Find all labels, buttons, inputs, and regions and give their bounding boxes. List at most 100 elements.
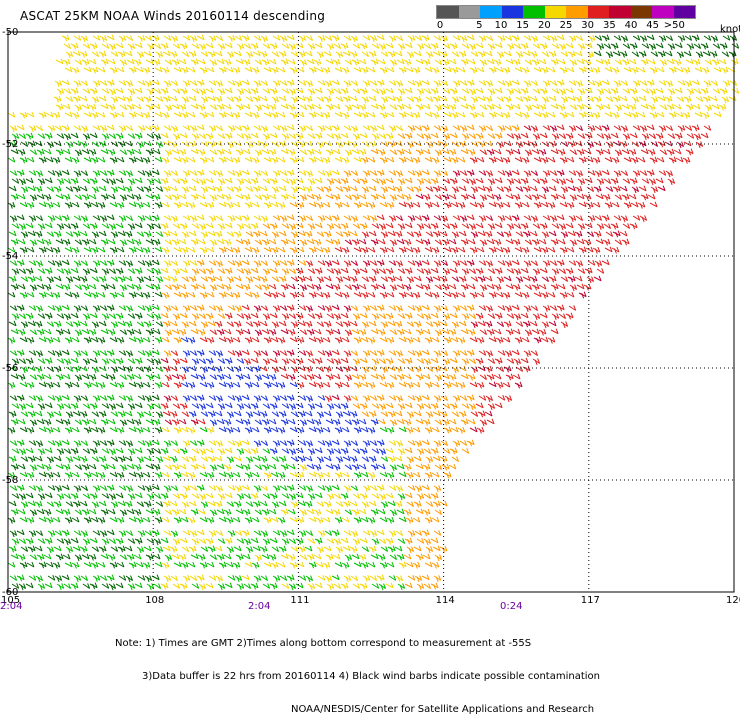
wind-barb <box>615 195 622 200</box>
wind-barb <box>102 538 109 545</box>
wind-barb <box>486 351 493 358</box>
wind-barb <box>405 493 412 498</box>
wind-barb <box>388 411 395 418</box>
wind-barb <box>224 464 231 471</box>
wind-barb <box>244 179 251 184</box>
wind-barb <box>342 247 349 254</box>
wind-barb <box>235 440 242 447</box>
wind-barb <box>363 80 370 87</box>
wind-barb <box>46 337 53 344</box>
wind-barb <box>260 231 267 236</box>
wind-barb <box>236 239 243 244</box>
wind-barb <box>343 276 350 281</box>
wind-barb <box>145 80 152 87</box>
wind-barb <box>414 186 421 193</box>
wind-barb <box>461 374 468 379</box>
wind-barb <box>236 554 243 561</box>
wind-barb <box>575 276 582 281</box>
wind-barb <box>597 88 604 95</box>
wind-barb <box>182 502 189 509</box>
wind-barb <box>8 562 15 567</box>
wind-barb <box>101 419 108 426</box>
wind-barb <box>226 247 233 252</box>
wind-barb <box>190 170 197 175</box>
wind-barb <box>200 562 207 569</box>
wind-barb <box>693 59 700 66</box>
wind-barb <box>397 284 404 289</box>
wind-barb <box>20 562 27 569</box>
wind-barb <box>199 494 206 501</box>
wind-barb <box>666 81 673 88</box>
wind-barb <box>116 583 123 588</box>
wind-barb <box>181 382 188 387</box>
wind-barb <box>281 509 288 515</box>
wind-barb <box>92 412 99 417</box>
wind-barb <box>62 350 69 355</box>
wind-barb <box>206 223 213 228</box>
wind-barb <box>17 575 24 582</box>
wind-barb <box>675 133 682 140</box>
wind-barb <box>81 396 88 401</box>
wind-barb <box>732 43 739 48</box>
wind-barb <box>381 456 388 461</box>
wind-barb <box>550 170 557 175</box>
wind-barb <box>17 125 24 130</box>
wind-barb <box>170 321 177 326</box>
wind-barb <box>533 358 540 365</box>
wind-barb <box>674 59 681 66</box>
wind-barb <box>370 395 377 400</box>
wind-barb <box>378 194 385 199</box>
wind-barb <box>389 125 396 132</box>
wind-barb <box>570 240 577 247</box>
wind-barb <box>569 35 576 42</box>
wind-barb <box>335 292 342 297</box>
wind-barb <box>289 89 296 96</box>
wind-barb <box>359 194 366 199</box>
wind-barb <box>442 374 449 379</box>
wind-barb <box>217 374 224 381</box>
wind-barb <box>75 555 82 562</box>
wind-barb <box>710 96 717 101</box>
wind-barb <box>118 276 125 283</box>
wind-barb <box>270 493 277 500</box>
wind-barb <box>333 59 340 66</box>
wind-barb <box>462 313 469 320</box>
wind-barb <box>333 284 340 291</box>
wind-barb <box>341 583 348 590</box>
wind-barb <box>216 126 223 131</box>
wind-barb <box>126 396 133 403</box>
footnote-line-1: Note: 1) Times are GMT 2)Times along bot… <box>115 638 600 649</box>
wind-barb <box>111 456 118 461</box>
wind-barb <box>549 276 556 283</box>
wind-barb <box>244 584 251 589</box>
wind-barb <box>282 583 289 588</box>
wind-barb <box>154 359 161 366</box>
wind-barb <box>326 464 333 469</box>
wind-barb <box>343 186 350 193</box>
wind-barb <box>208 231 215 236</box>
wind-barb <box>467 215 474 220</box>
wind-barb <box>498 350 505 355</box>
wind-barb <box>215 546 222 551</box>
wind-barb <box>242 35 249 42</box>
wind-barb <box>450 178 457 185</box>
wind-barb <box>101 59 108 66</box>
wind-barb <box>46 562 53 567</box>
wind-barb <box>289 134 296 139</box>
wind-barb <box>174 202 181 209</box>
wind-barb <box>462 403 469 408</box>
wind-barb <box>154 269 161 276</box>
wind-barb <box>271 157 278 164</box>
wind-barb <box>323 562 330 569</box>
wind-barb <box>496 382 503 389</box>
wind-barb <box>280 350 287 355</box>
wind-barb <box>288 329 295 336</box>
wind-barb <box>161 448 168 455</box>
wind-barb <box>48 485 55 490</box>
wind-barb <box>453 35 460 40</box>
wind-barb <box>56 464 63 469</box>
wind-barb <box>28 501 35 506</box>
wind-barb <box>399 562 406 569</box>
wind-barb <box>236 284 243 289</box>
wind-barb <box>476 268 483 275</box>
